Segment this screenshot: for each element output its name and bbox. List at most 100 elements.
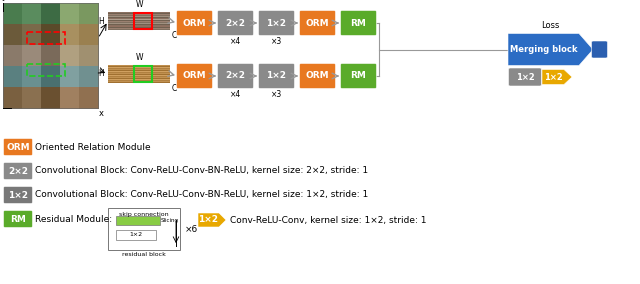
Bar <box>108 24 170 25</box>
FancyBboxPatch shape <box>177 64 212 89</box>
Text: 2×2: 2×2 <box>8 166 28 176</box>
Text: RM: RM <box>351 18 367 28</box>
Text: Convolutional Block: Conv-ReLU-Conv-BN-ReLU, kernel size: 1×2, stride: 1: Convolutional Block: Conv-ReLU-Conv-BN-R… <box>35 191 368 199</box>
Bar <box>108 75 170 76</box>
Text: 1×2: 1×2 <box>543 72 563 82</box>
Text: C: C <box>172 84 177 93</box>
Bar <box>108 28 170 29</box>
Bar <box>60 3 79 24</box>
Text: y: y <box>2 0 7 1</box>
Bar <box>108 27 170 28</box>
Text: RM: RM <box>10 214 26 224</box>
Bar <box>108 78 170 79</box>
Bar <box>108 66 170 67</box>
Text: W: W <box>135 53 143 62</box>
Bar <box>41 66 61 87</box>
Bar <box>79 45 99 66</box>
Text: ×4: ×4 <box>230 37 241 46</box>
Text: Convolutional Block: Conv-ReLU-Conv-BN-ReLU, kernel size: 2×2, stride: 1: Convolutional Block: Conv-ReLU-Conv-BN-R… <box>35 166 368 176</box>
Text: ORM: ORM <box>182 72 206 80</box>
Bar <box>108 12 170 13</box>
Bar <box>108 70 170 71</box>
Bar <box>134 13 152 29</box>
Bar <box>108 14 170 15</box>
Bar <box>108 17 170 18</box>
Text: ×4: ×4 <box>230 90 241 99</box>
Text: H: H <box>99 16 104 26</box>
Text: Merging block: Merging block <box>509 45 577 54</box>
Bar <box>108 16 170 17</box>
Bar <box>108 29 170 30</box>
Text: H: H <box>99 70 104 78</box>
Bar <box>3 24 22 45</box>
Text: 1×2: 1×2 <box>266 18 287 28</box>
FancyBboxPatch shape <box>509 68 541 86</box>
Polygon shape <box>508 34 593 66</box>
Bar <box>79 66 99 87</box>
FancyBboxPatch shape <box>300 11 335 36</box>
FancyBboxPatch shape <box>3 162 33 179</box>
Bar <box>108 19 170 20</box>
Bar <box>79 87 99 108</box>
Bar <box>108 208 180 250</box>
Text: ×3: ×3 <box>271 37 282 46</box>
Bar <box>108 18 170 19</box>
FancyBboxPatch shape <box>300 64 335 89</box>
Bar <box>22 45 42 66</box>
Text: ORM: ORM <box>6 143 30 151</box>
Bar <box>60 87 79 108</box>
Bar <box>108 74 170 75</box>
Bar <box>3 45 22 66</box>
Bar <box>79 24 99 45</box>
Bar <box>41 45 61 66</box>
FancyBboxPatch shape <box>259 11 294 36</box>
Bar <box>60 24 79 45</box>
Bar <box>27 64 65 76</box>
FancyBboxPatch shape <box>3 210 33 227</box>
Bar <box>41 87 61 108</box>
Bar <box>79 3 99 24</box>
Text: Oriented Relation Module: Oriented Relation Module <box>35 143 150 151</box>
Bar <box>108 68 170 69</box>
Text: ×3: ×3 <box>271 90 282 99</box>
Bar <box>108 20 170 21</box>
Text: 1×2: 1×2 <box>516 72 534 82</box>
Bar <box>108 72 170 73</box>
Bar <box>3 87 22 108</box>
Text: 2×2: 2×2 <box>225 18 246 28</box>
Text: Slicing: Slicing <box>161 218 179 223</box>
Bar <box>116 230 156 240</box>
Bar <box>108 76 170 77</box>
Bar <box>41 24 61 45</box>
Polygon shape <box>542 70 572 85</box>
Bar <box>108 15 170 16</box>
Bar <box>108 81 170 82</box>
Bar <box>108 22 170 23</box>
FancyBboxPatch shape <box>177 11 212 36</box>
Text: ORM: ORM <box>306 18 330 28</box>
Polygon shape <box>198 213 226 227</box>
FancyBboxPatch shape <box>3 139 33 156</box>
Text: 2×2: 2×2 <box>225 72 246 80</box>
Bar <box>3 66 22 87</box>
Bar <box>108 77 170 78</box>
Text: ORM: ORM <box>306 72 330 80</box>
Text: ×6: ×6 <box>185 224 198 233</box>
FancyBboxPatch shape <box>218 64 253 89</box>
Bar <box>108 67 170 68</box>
Bar <box>3 3 98 108</box>
Bar <box>108 79 170 80</box>
FancyBboxPatch shape <box>218 11 253 36</box>
FancyBboxPatch shape <box>340 64 376 89</box>
Text: 1×2: 1×2 <box>266 72 287 80</box>
Bar <box>108 26 170 27</box>
Text: W: W <box>135 0 143 9</box>
Text: 1×2: 1×2 <box>8 191 28 199</box>
Bar <box>108 21 170 22</box>
Bar <box>116 216 160 225</box>
Bar <box>108 23 170 24</box>
Text: Conv-ReLU-Conv, kernel size: 1×2, stride: 1: Conv-ReLU-Conv, kernel size: 1×2, stride… <box>230 216 426 224</box>
Bar <box>60 45 79 66</box>
Text: Loss: Loss <box>541 22 560 30</box>
FancyBboxPatch shape <box>259 64 294 89</box>
